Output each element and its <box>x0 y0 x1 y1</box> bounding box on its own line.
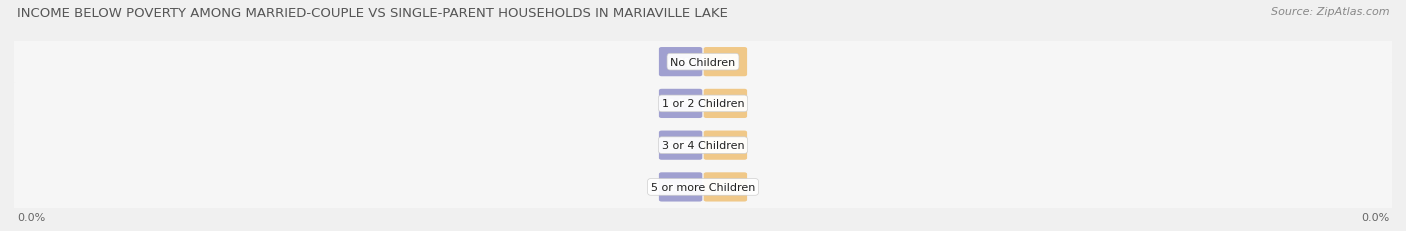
Text: 0.0%: 0.0% <box>1361 212 1389 222</box>
FancyBboxPatch shape <box>11 82 1395 126</box>
Text: 0.0%: 0.0% <box>666 57 695 67</box>
Text: 0.0%: 0.0% <box>711 57 740 67</box>
FancyBboxPatch shape <box>7 163 1399 211</box>
FancyBboxPatch shape <box>11 165 1395 209</box>
Text: 0.0%: 0.0% <box>666 99 695 109</box>
FancyBboxPatch shape <box>703 131 747 160</box>
Text: 0.0%: 0.0% <box>711 182 740 192</box>
Text: 0.0%: 0.0% <box>711 140 740 151</box>
Text: No Children: No Children <box>671 57 735 67</box>
Text: 0.0%: 0.0% <box>666 182 695 192</box>
Text: Source: ZipAtlas.com: Source: ZipAtlas.com <box>1271 7 1389 17</box>
Text: INCOME BELOW POVERTY AMONG MARRIED-COUPLE VS SINGLE-PARENT HOUSEHOLDS IN MARIAVI: INCOME BELOW POVERTY AMONG MARRIED-COUPL… <box>17 7 728 20</box>
FancyBboxPatch shape <box>11 41 1395 84</box>
Text: 0.0%: 0.0% <box>711 99 740 109</box>
FancyBboxPatch shape <box>11 124 1395 167</box>
FancyBboxPatch shape <box>659 89 703 119</box>
Text: 3 or 4 Children: 3 or 4 Children <box>662 140 744 151</box>
FancyBboxPatch shape <box>7 39 1399 86</box>
FancyBboxPatch shape <box>659 131 703 160</box>
Text: 1 or 2 Children: 1 or 2 Children <box>662 99 744 109</box>
FancyBboxPatch shape <box>7 80 1399 128</box>
FancyBboxPatch shape <box>7 122 1399 169</box>
FancyBboxPatch shape <box>659 173 703 202</box>
Text: 5 or more Children: 5 or more Children <box>651 182 755 192</box>
FancyBboxPatch shape <box>659 48 703 77</box>
FancyBboxPatch shape <box>703 48 747 77</box>
FancyBboxPatch shape <box>703 89 747 119</box>
Text: 0.0%: 0.0% <box>17 212 45 222</box>
FancyBboxPatch shape <box>703 173 747 202</box>
Text: 0.0%: 0.0% <box>666 140 695 151</box>
